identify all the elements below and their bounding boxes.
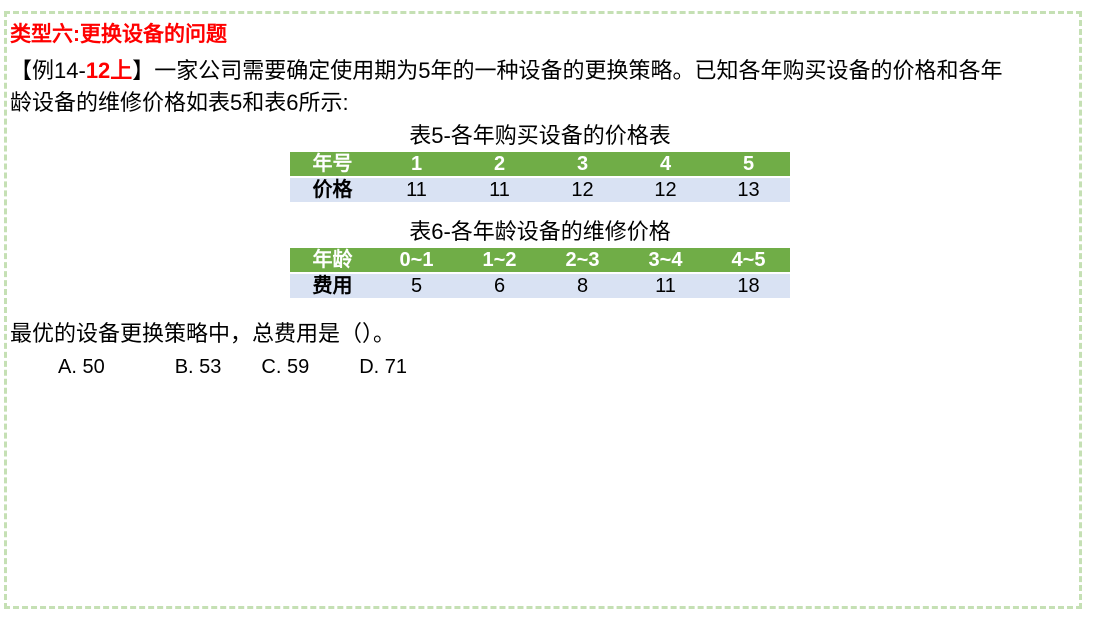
value-cell: 18	[707, 273, 790, 298]
problem-line1: 】一家公司需要确定使用期为5年的一种设备的更换策略。已知各年购买设备的价格和各年	[132, 58, 1003, 83]
problem-line2: 龄设备的维修价格如表5和表6所示:	[10, 90, 349, 115]
option-b: B. 53	[174, 356, 222, 378]
header-cell: 4~5	[707, 248, 790, 274]
value-cell: 11	[375, 177, 458, 202]
option-c: C. 59	[261, 356, 310, 378]
worksheet-content: 类型六:更换设备的问题 【例14-12上】一家公司需要确定使用期为5年的一种设备…	[10, 22, 1072, 380]
header-cell: 0~1	[375, 248, 458, 274]
option-d: D. 71	[359, 356, 408, 378]
header-cell: 4	[624, 152, 707, 178]
header-cell: 3	[541, 152, 624, 178]
value-cell: 8	[541, 273, 624, 298]
value-cell: 11	[624, 273, 707, 298]
section-title: 类型六:更换设备的问题	[10, 23, 227, 46]
row-label-price: 价格	[290, 177, 375, 202]
maintenance-cost-table: 年龄 0~1 1~2 2~3 3~4 4~5 费用 5 6 8 11 18	[290, 248, 790, 298]
header-cell: 1	[375, 152, 458, 178]
option-a: A. 50	[58, 356, 105, 378]
purchase-table-value-row: 价格 11 11 12 12 13	[290, 177, 790, 202]
header-cell-year: 年号	[290, 152, 375, 178]
example-number-highlight: 12上	[85, 58, 133, 83]
table5-caption: 表5-各年购买设备的价格表	[409, 123, 671, 148]
purchase-table-header-row: 年号 1 2 3 4 5	[290, 152, 790, 178]
problem-prefix: 【例14-	[10, 58, 86, 83]
table6-caption: 表6-各年龄设备的维修价格	[409, 219, 671, 244]
maintenance-table-header-row: 年龄 0~1 1~2 2~3 3~4 4~5	[290, 248, 790, 274]
value-cell: 12	[624, 177, 707, 202]
header-cell: 3~4	[624, 248, 707, 274]
answer-options: A. 50 B. 53 C. 59 D. 71	[58, 354, 1072, 380]
header-cell: 5	[707, 152, 790, 178]
value-cell: 11	[458, 177, 541, 202]
header-cell: 2~3	[541, 248, 624, 274]
maintenance-table-value-row: 费用 5 6 8 11 18	[290, 273, 790, 298]
row-label-cost: 费用	[290, 273, 375, 298]
value-cell: 6	[458, 273, 541, 298]
header-cell: 2	[458, 152, 541, 178]
question-text: 最优的设备更换策略中，总费用是（）。	[10, 321, 396, 346]
problem-statement: 【例14-12上】一家公司需要确定使用期为5年的一种设备的更换策略。已知各年购买…	[10, 55, 1072, 119]
value-cell: 12	[541, 177, 624, 202]
header-cell: 1~2	[458, 248, 541, 274]
value-cell: 5	[375, 273, 458, 298]
purchase-price-table: 年号 1 2 3 4 5 价格 11 11 12 12 13	[290, 152, 790, 202]
header-cell-age: 年龄	[290, 248, 375, 274]
value-cell: 13	[707, 177, 790, 202]
